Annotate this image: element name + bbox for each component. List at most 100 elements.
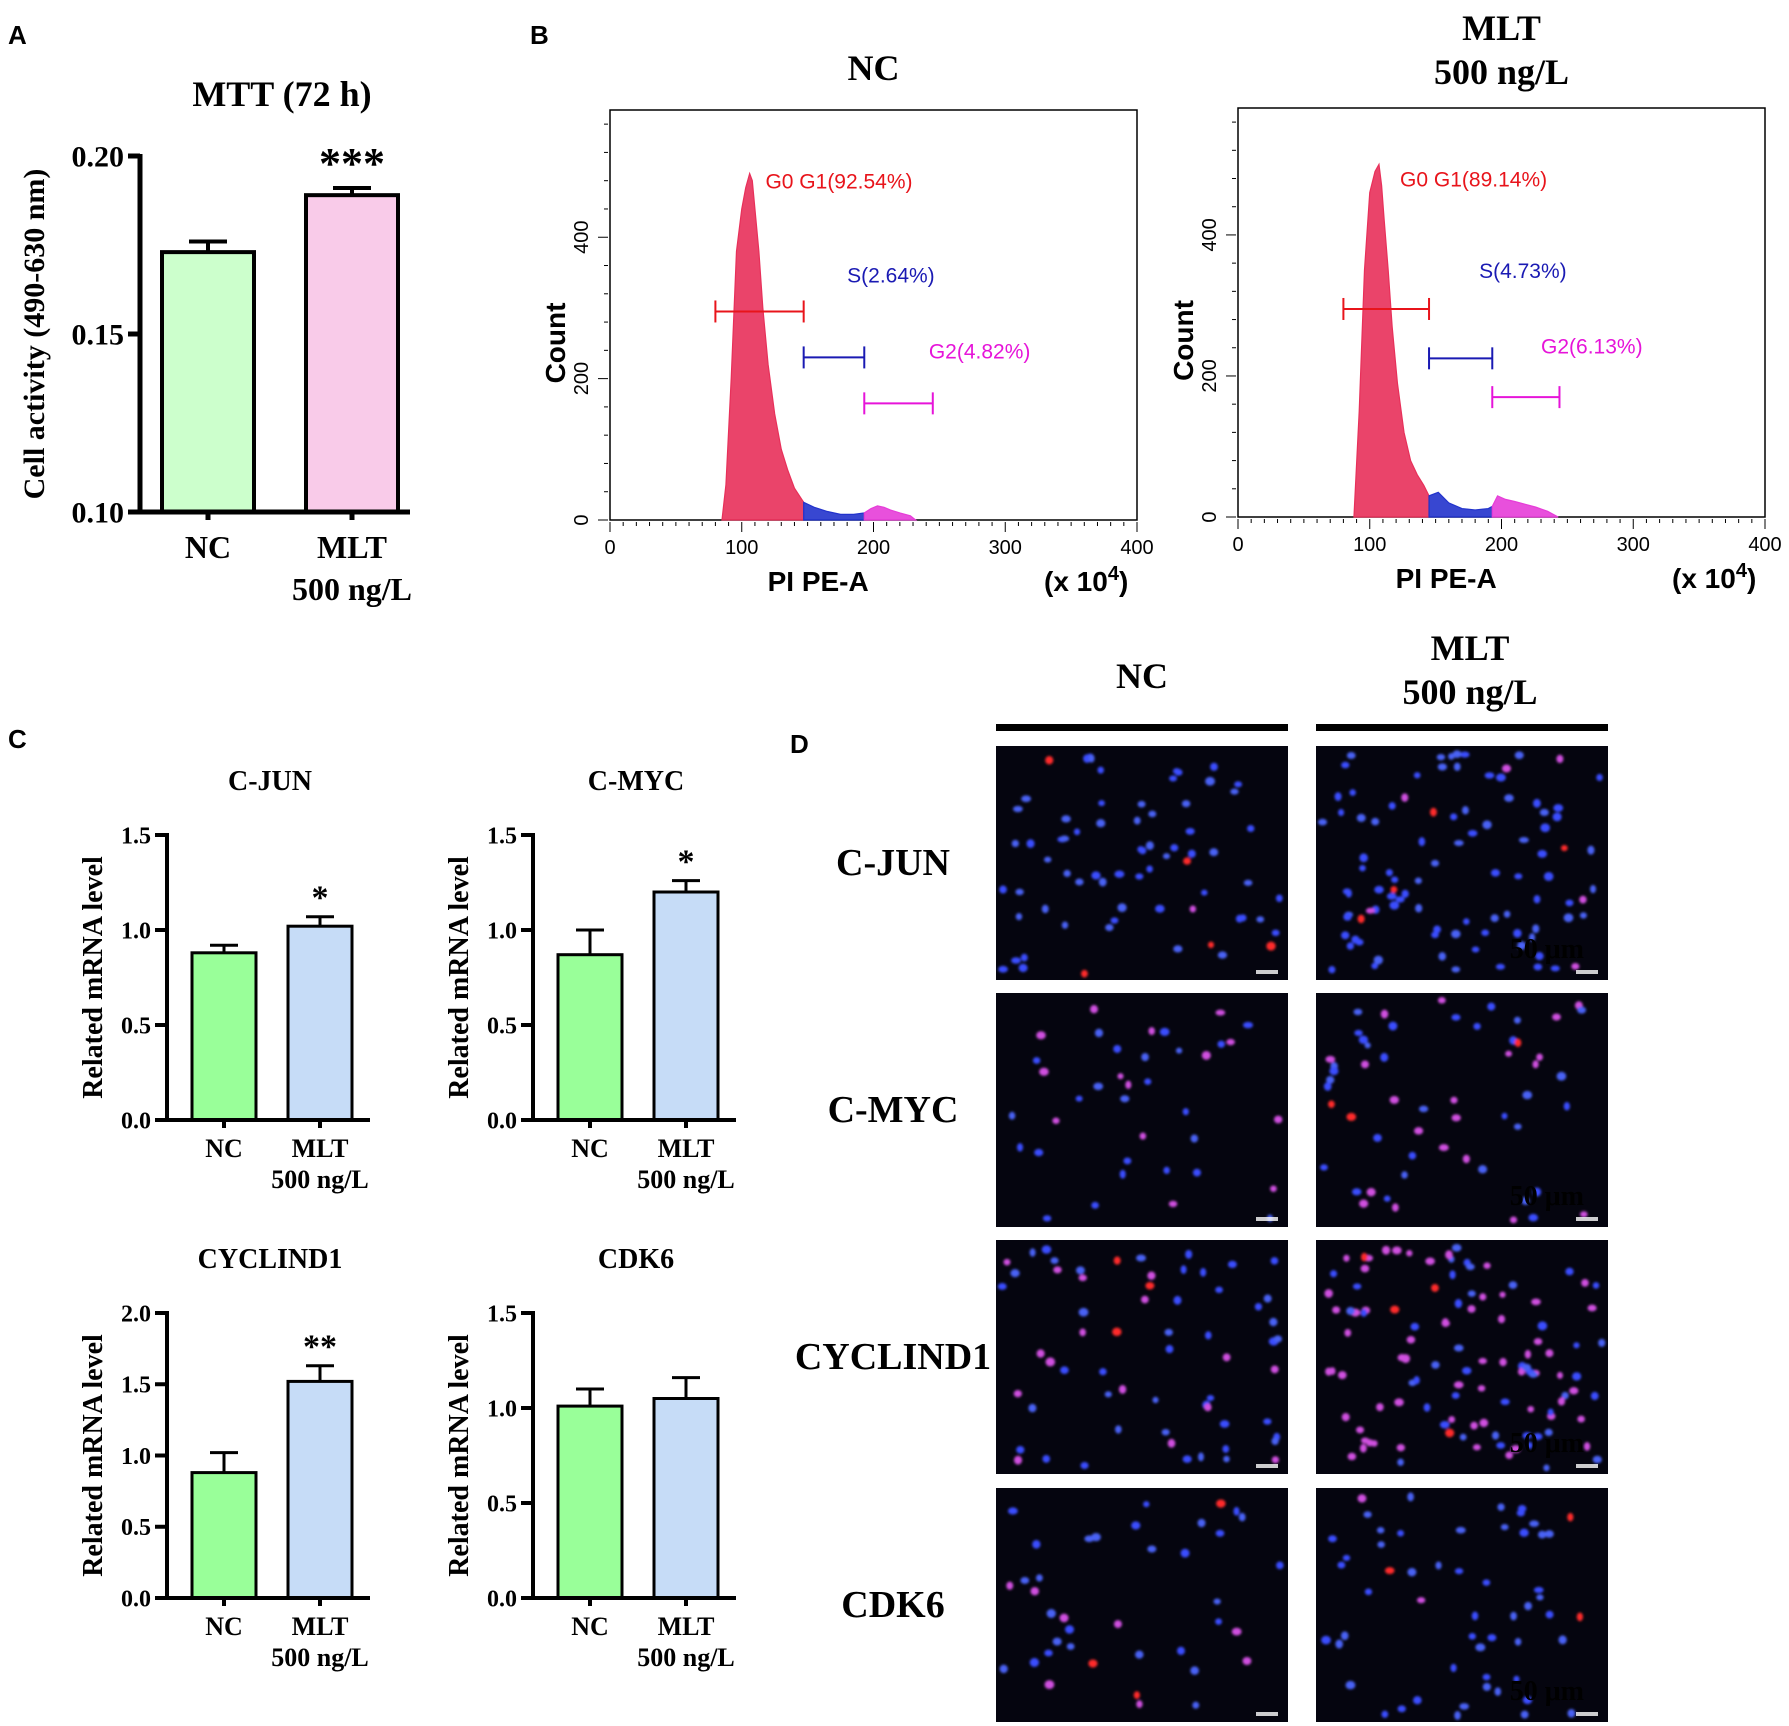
histogram-s (803, 501, 865, 521)
nucleus (1042, 1215, 1052, 1222)
x-tick-label: 300 (1617, 534, 1650, 556)
micrograph-cdk6-mlt: 50 μm (1316, 1488, 1608, 1722)
nucleus (1544, 1530, 1554, 1538)
nucleus (1529, 1520, 1540, 1527)
x-tick-label: MLT (292, 1134, 349, 1163)
nucleus (1187, 849, 1196, 858)
nucleus (1356, 813, 1366, 822)
nucleus (1439, 1420, 1450, 1429)
nucleus (1271, 929, 1280, 937)
nucleus (1413, 1696, 1422, 1705)
nucleus (1098, 800, 1105, 807)
nucleus (1501, 764, 1512, 773)
nucleus (1452, 750, 1462, 758)
nucleus (1508, 1281, 1518, 1289)
nucleus (1522, 1696, 1533, 1705)
nucleus (1324, 1289, 1333, 1298)
nucleus (1078, 1274, 1087, 1282)
nucleus (1596, 773, 1603, 781)
nucleus (1482, 1682, 1491, 1691)
histogram-s (1428, 491, 1493, 518)
y-tick-label: 400 (571, 221, 593, 254)
nucleus (1576, 1612, 1584, 1622)
nucleus (1539, 808, 1549, 817)
panel-label-c: C (8, 724, 27, 754)
nucleus (1580, 1211, 1588, 1218)
nucleus (1390, 1305, 1400, 1314)
nucleus (1359, 864, 1366, 872)
nucleus (1481, 929, 1490, 936)
panel-d-header-mlt-dose: 500 ng/L (1402, 672, 1537, 712)
x-tick-label: 300 (989, 537, 1022, 559)
nucleus (1521, 1363, 1532, 1372)
nucleus (1061, 921, 1069, 929)
nucleus (1380, 1052, 1389, 1062)
nucleus (1064, 1625, 1075, 1634)
y-tick-label: 0 (571, 514, 593, 525)
nucleus (1371, 962, 1379, 970)
row-label-c-jun: C-JUN (836, 842, 950, 884)
significance-mark: * (678, 844, 695, 881)
nucleus (1397, 1458, 1404, 1466)
y-tick-label: 0.5 (487, 1491, 517, 1517)
nuclei (1317, 750, 1603, 974)
nucleus (1169, 775, 1178, 782)
nucleus (1453, 1344, 1464, 1352)
nucleus (1215, 1618, 1222, 1625)
nucleus (1113, 1256, 1121, 1265)
nucleus (1482, 820, 1492, 830)
y-tick-label: 400 (1199, 218, 1221, 251)
histogram-g2 (863, 505, 918, 521)
nucleus (1401, 889, 1409, 898)
nucleus (1483, 1262, 1491, 1269)
nucleus (1385, 869, 1393, 877)
nucleus (1532, 924, 1540, 934)
nucleus (1565, 899, 1574, 907)
nucleus (1414, 1127, 1424, 1135)
panel-d-header-mlt: MLT (1431, 628, 1510, 668)
chart-title: 500 ng/L (1434, 52, 1569, 92)
nucleus (1532, 798, 1541, 808)
nucleus (1273, 1115, 1283, 1124)
nucleus (1053, 1266, 1062, 1274)
y-axis-label: Related mRNA level (78, 856, 109, 1099)
nucleus (1052, 1637, 1062, 1646)
nucleus (1349, 789, 1356, 796)
nucleus (1113, 1620, 1122, 1629)
nucleus (1450, 1663, 1457, 1673)
nucleus (1332, 1306, 1341, 1314)
nucleus (1567, 1708, 1576, 1718)
chart-title: MTT (72 h) (192, 74, 371, 114)
nucleus (1473, 1022, 1481, 1030)
nucleus (1532, 1060, 1539, 1069)
nuclei (1320, 997, 1588, 1224)
nucleus (1007, 1507, 1018, 1515)
y-tick-label: 1.0 (121, 918, 151, 944)
nucleus (1467, 1305, 1476, 1313)
nucleus (1455, 1526, 1466, 1534)
nucleus (1472, 1444, 1481, 1451)
nucleus (1346, 1306, 1355, 1316)
nucleus (1360, 1060, 1369, 1069)
nucleus (1423, 1403, 1431, 1412)
nucleus (1535, 952, 1544, 961)
nucleus (1185, 1249, 1193, 1259)
nucleus (1026, 839, 1035, 848)
nucleus (1499, 1291, 1506, 1298)
nucleus (1388, 802, 1396, 810)
nucleus (1465, 1263, 1475, 1271)
nucleus (1044, 1680, 1055, 1690)
nucleus (1046, 1609, 1056, 1618)
nucleus (1035, 1574, 1043, 1582)
x-tick-label: NC (205, 1612, 243, 1641)
nucleus (1433, 925, 1441, 934)
nucleus (1513, 928, 1522, 938)
nucleus (1059, 835, 1070, 842)
nucleus (1159, 1027, 1170, 1036)
nucleus (1174, 768, 1183, 776)
nucleus (1453, 839, 1464, 847)
nuclei (999, 1499, 1284, 1709)
nucleus (1112, 1327, 1122, 1337)
